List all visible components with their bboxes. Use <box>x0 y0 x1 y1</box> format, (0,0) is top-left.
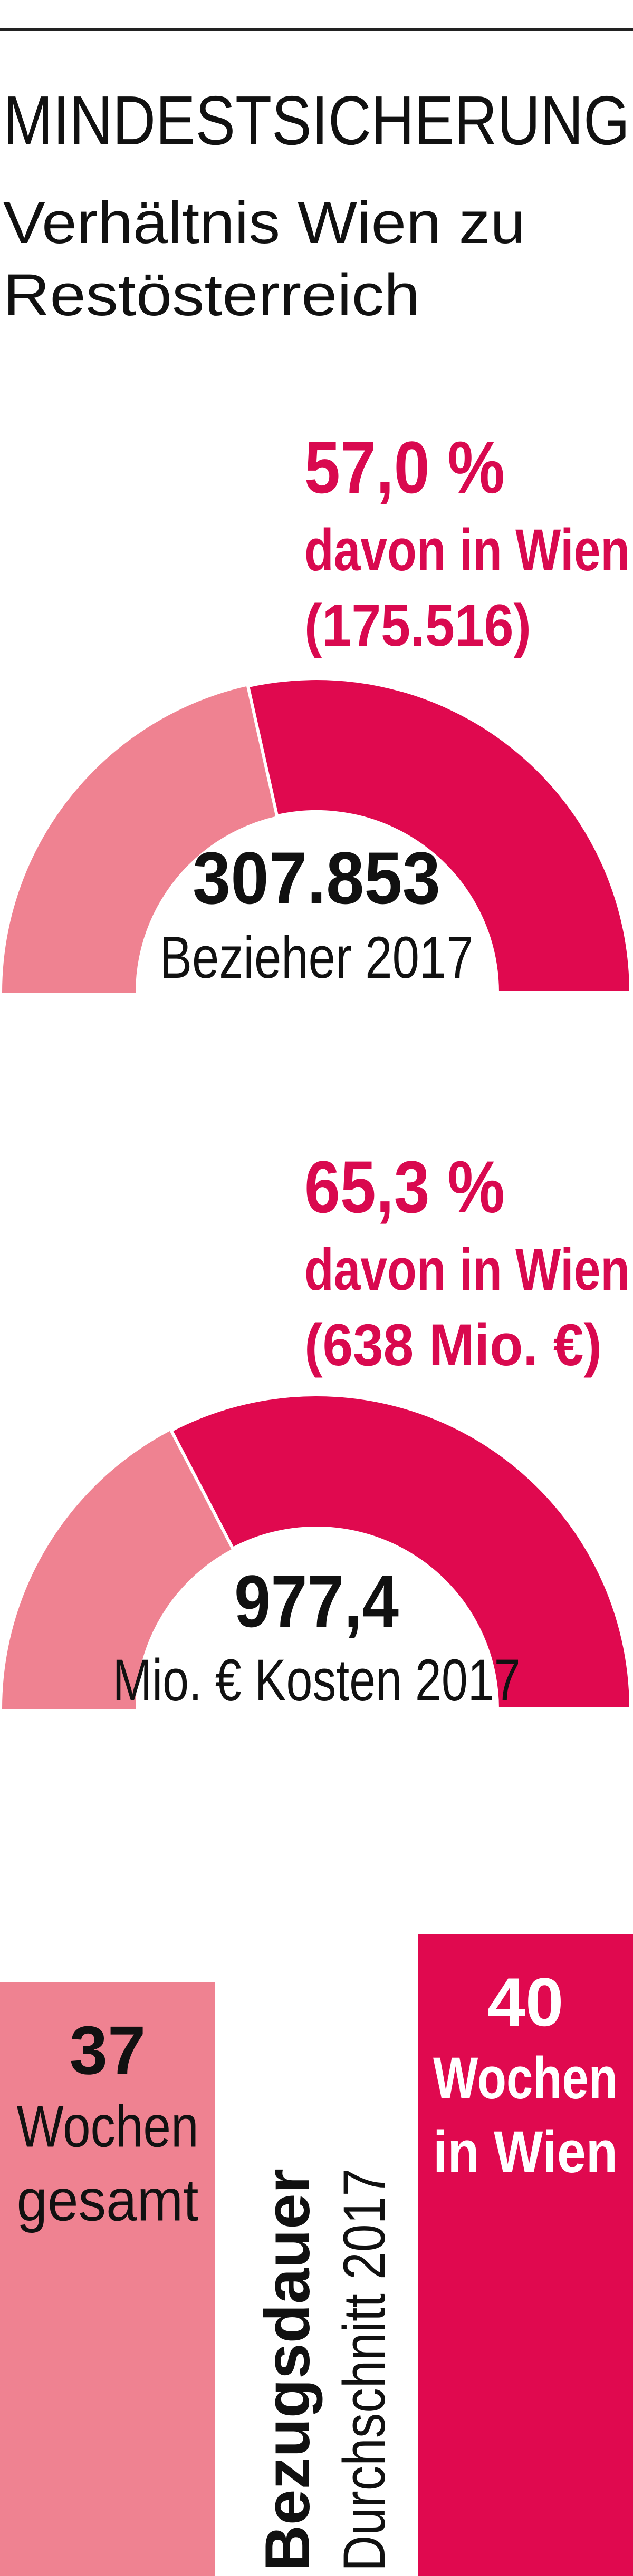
value-label: 65,3 % <box>304 1145 505 1228</box>
annotation: (175.516) <box>304 592 531 658</box>
value-label: 40 <box>487 1963 564 2040</box>
bar-subtitle: Durchschnitt 2017 <box>331 2169 397 2571</box>
bar <box>418 1934 633 2576</box>
center-value: 977,4 <box>234 1560 399 1642</box>
gauge-arc <box>169 1393 633 1710</box>
bar <box>0 1982 215 2576</box>
center-value: 307.853 <box>193 837 440 919</box>
annotation: davon in Wien <box>304 1237 630 1302</box>
subtitle: Restösterreich <box>3 262 420 328</box>
category-label: Wochen <box>17 2093 199 2159</box>
annotation: (638 Mio. €) <box>304 1312 602 1378</box>
title: MINDESTSICHERUNG <box>3 82 630 159</box>
category-label: in Wien <box>433 2119 618 2185</box>
annotation: davon in Wien <box>304 517 630 583</box>
center-caption: Mio. € Kosten 2017 <box>113 1647 521 1713</box>
center-caption: Bezieher 2017 <box>160 925 474 990</box>
category-label: gesamt <box>17 2167 199 2233</box>
value-label: 37 <box>70 2011 146 2088</box>
gauge-arc <box>246 677 633 994</box>
bar-title: Bezugsdauer <box>252 2169 323 2571</box>
subtitle: Verhältnis Wien zu <box>3 190 525 256</box>
category-label: Wochen <box>433 2045 618 2111</box>
value-label: 57,0 % <box>304 426 505 509</box>
